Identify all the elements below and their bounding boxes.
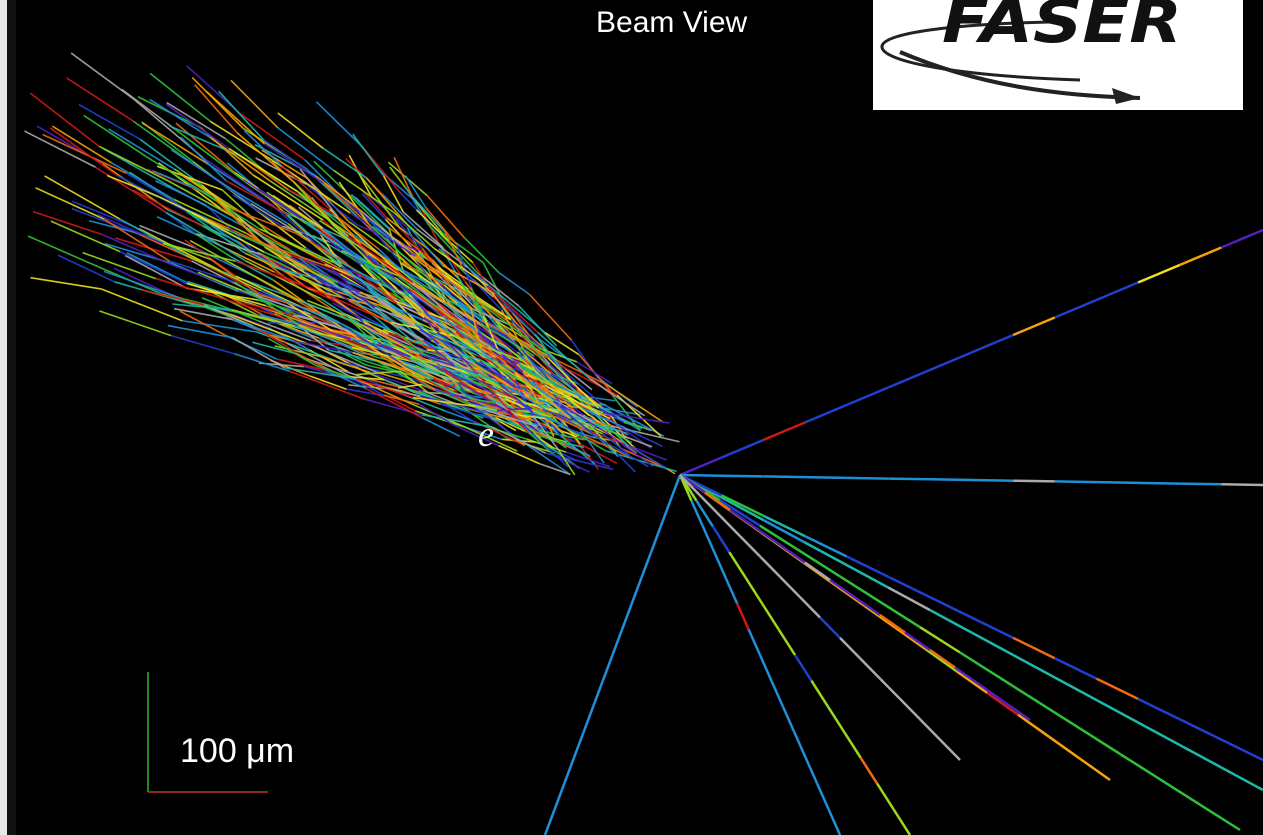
track-segment	[888, 479, 930, 480]
track-segment	[930, 479, 972, 480]
track-segment	[1055, 481, 1097, 482]
event-display: FASER Beam View e 100 μm	[0, 0, 1263, 835]
track-segment	[1013, 481, 1055, 482]
track-segment	[847, 478, 889, 479]
track-segment	[972, 480, 1014, 481]
track-segment	[1096, 482, 1138, 483]
track-segment	[680, 475, 722, 476]
track-segment	[1180, 484, 1222, 485]
track-segment	[722, 476, 764, 477]
view-title: Beam View	[596, 6, 748, 39]
left-border-inner	[7, 0, 16, 835]
particle-label: e	[478, 414, 494, 454]
track-segment	[1221, 484, 1263, 485]
page: FASER Beam View e 100 μm (() => { const …	[0, 0, 1263, 835]
scale-bar-label: 100 μm	[180, 732, 294, 770]
track-segment	[1138, 483, 1180, 484]
logo-text: FASER	[942, 0, 1182, 57]
logo: FASER	[873, 0, 1243, 110]
track-segment	[805, 477, 847, 478]
track-segment	[763, 476, 805, 477]
